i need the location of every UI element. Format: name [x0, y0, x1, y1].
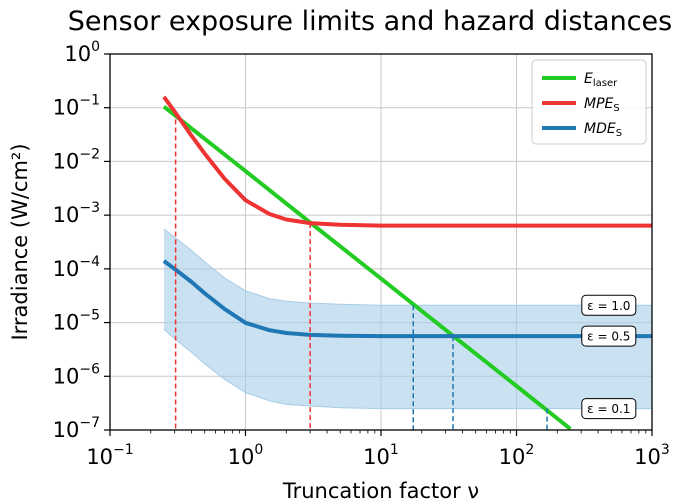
x-tick-label-1: 100: [228, 442, 264, 469]
legend-label-sub-MPE_S: S: [613, 103, 619, 114]
series-line-MDE_S: [162, 259, 652, 339]
y-tick-label-0: 100: [64, 39, 100, 66]
legend-label-MPE_S: MPES: [584, 96, 620, 114]
x-tick-label-3-exp: 2: [525, 442, 534, 458]
epsilon-label-2: ε = 0.1: [587, 402, 630, 416]
x-tick-label-3: 102: [499, 442, 535, 469]
y-tick-label-6-base: 10: [53, 364, 80, 388]
y-tick-label-7-exp: −7: [79, 415, 100, 431]
y-tick-label-4: 10−4: [53, 254, 100, 281]
epsilon-annotation-1: ε = 0.5: [581, 325, 637, 347]
x-tick-label-4-base: 10: [634, 445, 661, 469]
y-axis-label: Irradiance (W/cm²): [8, 143, 32, 340]
legend-label-E_laser: Elaser: [584, 71, 618, 89]
y-tick-label-5-base: 10: [53, 311, 80, 335]
y-tick-label-6-exp: −6: [79, 361, 100, 377]
series-line-E_laser: [162, 105, 572, 430]
y-tick-label-1-base: 10: [53, 96, 80, 120]
y-tick-label-0-exp: 0: [91, 39, 100, 55]
y-tick-label-3-base: 10: [53, 203, 80, 227]
y-tick-label-7-base: 10: [53, 418, 80, 442]
y-tick-label-1-exp: −1: [79, 93, 100, 109]
band-upper-edge: [163, 228, 652, 306]
y-tick-label-1: 10−1: [53, 93, 100, 120]
y-tick-label-3: 10−3: [53, 200, 100, 227]
y-tick-label-4-base: 10: [53, 257, 80, 281]
y-tick-label-5: 10−5: [53, 308, 100, 335]
y-tick-label-7: 10−7: [53, 415, 100, 442]
legend-box: [531, 59, 647, 145]
band-lower-edge: [163, 328, 652, 410]
y-tick-label-4-exp: −4: [79, 254, 100, 270]
x-tick-label-0: 10−1: [86, 442, 133, 469]
x-tick-label-2: 101: [363, 442, 399, 469]
x-tick-label-0-base: 10: [86, 445, 113, 469]
legend-label-main-MDE_S: MDE: [584, 121, 616, 137]
epsilon-annotation-0: ε = 1.0: [581, 294, 637, 316]
legend-label-sub-E_laser: laser: [593, 78, 618, 89]
series-line-MPE_S: [162, 95, 652, 228]
legend-label-main-E_laser: E: [584, 71, 593, 87]
sensitivity-band: [163, 229, 652, 409]
x-tick-label-4: 103: [634, 442, 670, 469]
chart-title: Sensor exposure limits and hazard distan…: [68, 6, 672, 37]
y-tick-label-5-exp: −5: [79, 308, 100, 324]
x-tick-label-4-exp: 3: [661, 442, 670, 458]
epsilon-label-1: ε = 0.5: [587, 330, 630, 344]
y-tick-label-0-base: 10: [64, 42, 91, 66]
x-tick-label-3-base: 10: [499, 445, 526, 469]
sensitivity-band-layer: [163, 228, 652, 410]
epsilon-box-0: [581, 294, 637, 316]
epsilon-annotations: ε = 1.0 ε = 0.5 ε = 0.1: [581, 294, 637, 420]
legend-label-sub-MDE_S: S: [616, 128, 622, 139]
epsilon-label-0: ε = 1.0: [587, 299, 630, 313]
epsilon-annotation-2: ε = 0.1: [581, 398, 637, 420]
epsilon-box-1: [581, 325, 637, 347]
x-axis-label: Truncation factor ν: [282, 479, 479, 503]
series-layer: [162, 95, 652, 430]
epsilon-box-2: [581, 398, 637, 420]
legend-label-MDE_S: MDES: [584, 121, 622, 139]
y-tick-label-6: 10−6: [53, 361, 100, 388]
y-tick-label-3-exp: −3: [79, 200, 100, 216]
y-tick-label-2-base: 10: [53, 149, 80, 173]
marker-layer: [174, 111, 548, 430]
tick-layer: 10−1 100 101 102 10310010−110−210−310−410−51…: [53, 39, 670, 469]
x-tick-label-1-base: 10: [228, 445, 255, 469]
y-tick-label-2-exp: −2: [79, 146, 100, 162]
x-tick-label-0-exp: −1: [113, 442, 134, 458]
legend-label-main-MPE_S: MPE: [584, 96, 614, 112]
x-tick-label-2-base: 10: [363, 445, 390, 469]
x-tick-label-1-exp: 0: [254, 442, 263, 458]
y-tick-label-2: 10−2: [53, 146, 100, 173]
x-tick-label-2-exp: 1: [390, 442, 399, 458]
